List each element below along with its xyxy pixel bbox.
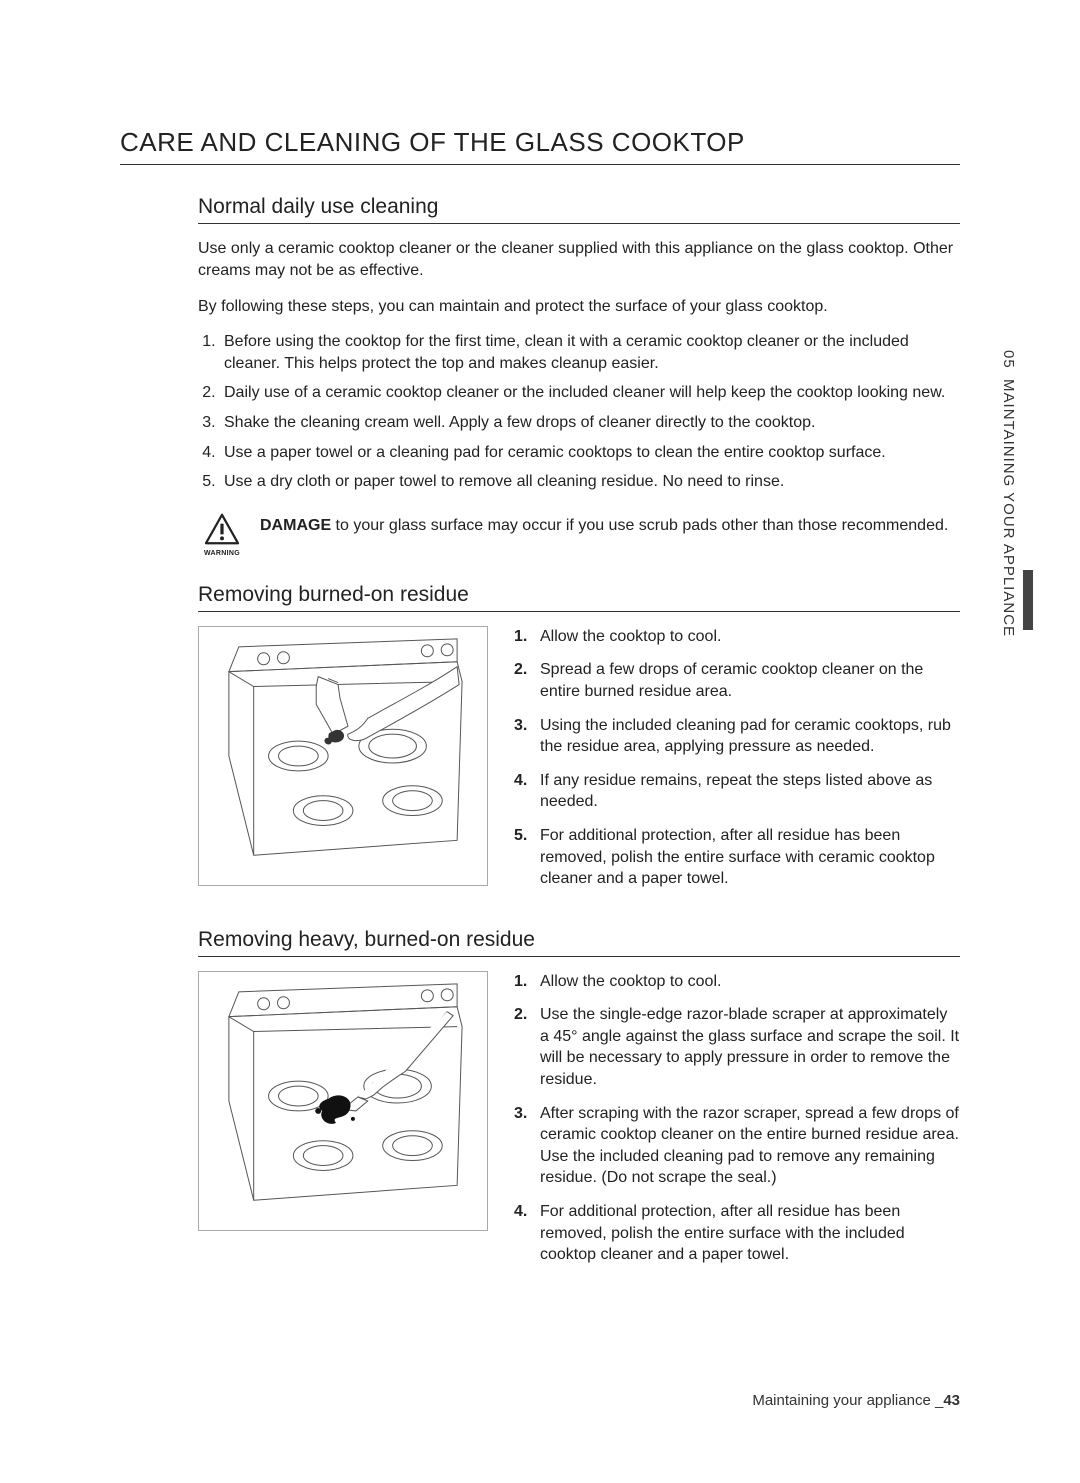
steps-list-heavy: Allow the cooktop to cool. Use the singl… bbox=[514, 971, 960, 1266]
step-item: Allow the cooktop to cool. bbox=[514, 626, 960, 648]
page-footer: Maintaining your appliance _43 bbox=[752, 1392, 960, 1409]
step-item: After scraping with the razor scraper, s… bbox=[514, 1103, 960, 1189]
warning-rest: to your glass surface may occur if you u… bbox=[331, 517, 948, 534]
section-normal-cleaning-title: Normal daily use cleaning bbox=[198, 195, 960, 224]
paragraph: Use only a ceramic cooktop cleaner or th… bbox=[198, 238, 960, 281]
footer-label: Maintaining your appliance _ bbox=[752, 1392, 943, 1409]
section-name: MAINTAINING YOUR APPLIANCE bbox=[1000, 379, 1017, 637]
step-item: Using the included cleaning pad for cera… bbox=[514, 715, 960, 758]
section-burned-residue-title: Removing burned-on residue bbox=[198, 583, 960, 612]
warning-label: WARNING bbox=[204, 550, 240, 557]
warning-badge: WARNING bbox=[198, 513, 246, 557]
figure-heavy-residue bbox=[198, 971, 488, 1231]
warning-text: DAMAGE to your glass surface may occur i… bbox=[260, 513, 960, 537]
step-item: For additional protection, after all res… bbox=[514, 825, 960, 890]
step-item: Use the single-edge razor-blade scraper … bbox=[514, 1004, 960, 1090]
section-heavy-residue-title: Removing heavy, burned-on residue bbox=[198, 928, 960, 957]
step-item: Use a dry cloth or paper towel to remove… bbox=[220, 471, 960, 493]
side-tab: 05 MAINTAINING YOUR APPLIANCE bbox=[1000, 350, 1022, 650]
manual-page: CARE AND CLEANING OF THE GLASS COOKTOP N… bbox=[0, 0, 1080, 1483]
warning-bold: DAMAGE bbox=[260, 517, 331, 534]
steps-list-burned: Allow the cooktop to cool. Spread a few … bbox=[514, 626, 960, 890]
page-number: 43 bbox=[943, 1392, 960, 1409]
step-item: Use a paper towel or a cleaning pad for … bbox=[220, 442, 960, 464]
step-item: If any residue remains, repeat the steps… bbox=[514, 770, 960, 813]
page-content: Normal daily use cleaning Use only a cer… bbox=[120, 195, 960, 1277]
figure-burned-residue bbox=[198, 626, 488, 886]
step-item: Spread a few drops of ceramic cooktop cl… bbox=[514, 659, 960, 702]
step-item: Shake the cleaning cream well. Apply a f… bbox=[220, 412, 960, 434]
side-indicator bbox=[1023, 570, 1033, 630]
steps-list-normal: Before using the cooktop for the first t… bbox=[198, 331, 960, 493]
side-tab-text: 05 MAINTAINING YOUR APPLIANCE bbox=[1000, 350, 1017, 637]
section-number: 05 bbox=[1000, 350, 1017, 369]
step-item: Before using the cooktop for the first t… bbox=[220, 331, 960, 374]
page-title: CARE AND CLEANING OF THE GLASS COOKTOP bbox=[120, 127, 960, 165]
warning-callout: WARNING DAMAGE to your glass surface may… bbox=[198, 513, 960, 557]
step-item: Allow the cooktop to cool. bbox=[514, 971, 960, 993]
warning-triangle-icon bbox=[204, 513, 240, 550]
step-item: For additional protection, after all res… bbox=[514, 1201, 960, 1266]
paragraph: By following these steps, you can mainta… bbox=[198, 296, 960, 318]
step-item: Daily use of a ceramic cooktop cleaner o… bbox=[220, 382, 960, 404]
